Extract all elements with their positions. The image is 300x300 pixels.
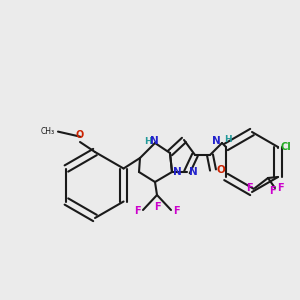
Text: N: N — [212, 136, 220, 146]
Text: N: N — [173, 167, 182, 177]
Text: F: F — [154, 202, 160, 212]
Text: F: F — [278, 183, 284, 193]
Text: H: H — [224, 136, 232, 145]
Text: F: F — [173, 206, 180, 217]
Text: F: F — [269, 186, 276, 197]
Text: O: O — [217, 165, 225, 175]
Text: F: F — [134, 206, 141, 217]
Text: H: H — [145, 137, 152, 146]
Text: N: N — [188, 167, 197, 177]
Text: Cl: Cl — [280, 142, 291, 152]
Text: CH₃: CH₃ — [41, 127, 55, 136]
Text: F: F — [246, 183, 253, 193]
Text: O: O — [76, 130, 84, 140]
Text: N: N — [150, 136, 158, 146]
